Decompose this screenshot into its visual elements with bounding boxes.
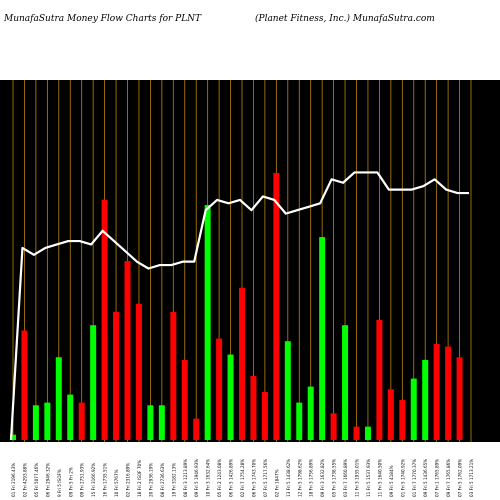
- bar-red: [239, 287, 245, 440]
- bar-red: [135, 303, 142, 440]
- x-tick-label: 16 Fri 1735.51%: [103, 463, 108, 497]
- bar-red: [456, 357, 463, 440]
- bar-green: [67, 394, 74, 440]
- bar-red: [21, 330, 28, 440]
- x-tick-label: 09 Fri 2751.93%: [80, 463, 85, 497]
- x-tick-label: 09 Fri 3 1632.82%: [320, 459, 325, 497]
- bar-red: [445, 346, 452, 440]
- x-tick-label: 09 Fri 5 1436.65%: [423, 459, 428, 497]
- x-tick-label: 12 Fri 5 1798.62%: [297, 459, 302, 497]
- bar-red: [181, 359, 188, 440]
- bar-green: [364, 426, 371, 440]
- bar-red: [216, 338, 223, 440]
- bar-green: [55, 357, 62, 440]
- bar-green: [227, 354, 234, 440]
- bar-red: [433, 343, 440, 440]
- bar-green: [147, 405, 154, 440]
- bar-red: [261, 391, 268, 440]
- bar-green: [296, 402, 303, 440]
- x-tick-label: 07 Fri 5 1762.09%: [458, 459, 463, 497]
- x-tick-label: 02 Fri 2316.89%: [126, 463, 131, 497]
- x-tick-label: 09 Fri 7 1765.86%: [446, 459, 451, 497]
- chart-title: MunafaSutra Money Flow Charts for PLNT: [4, 14, 202, 24]
- bar-green: [410, 378, 417, 440]
- x-tick-label: 18 Fri 2 ISOF 70%: [137, 460, 142, 497]
- x-tick-label: 19 Fri 3182.13%: [171, 463, 176, 497]
- bar-green: [342, 325, 349, 440]
- x-tick-label: 03 Fri 5 1713.21%: [469, 459, 474, 497]
- bar-green: [32, 405, 39, 440]
- x-tick-label: 05 Fri 3 1738.55%: [332, 459, 337, 497]
- x-tick-label: 10 Fri 5767%: [114, 469, 119, 497]
- bar-red: [124, 261, 131, 440]
- bar-red: [399, 399, 406, 440]
- bar-red: [273, 173, 280, 440]
- x-tick-label: 07 Fri 5 1717.56%: [263, 459, 268, 497]
- x-tick-label: 07 Fri 1 1765.89%: [435, 459, 440, 497]
- bar-red: [353, 426, 360, 440]
- x-tick-label: 02 Fri 7 1754.28%: [240, 459, 245, 497]
- x-tick-label: 11 Fri 5 1537.93%: [366, 459, 371, 497]
- bar-red: [330, 413, 337, 440]
- x-tick-label: 10 Fri 3 1632.64%: [206, 459, 211, 497]
- bar-red: [113, 311, 120, 440]
- x-tick-label: 11 Fri 3 1935.01%: [355, 459, 360, 497]
- x-tick-label: 02 Fri 1847%: [274, 469, 279, 497]
- bar-red: [250, 375, 257, 440]
- x-tick-label: 18 Fri 3 1756.89%: [309, 459, 314, 497]
- x-tick-label: 05 Fri 2 1243.08%: [217, 459, 222, 497]
- bar-green: [284, 341, 291, 440]
- bar-green: [307, 386, 314, 440]
- x-tick-label: 08 Fri 3 1213.89%: [183, 459, 188, 497]
- x-tick-label: 06 Fri 5 1743.70%: [251, 459, 256, 497]
- x-tick-label: 11 Fri 5 1640.50%: [377, 459, 382, 497]
- bar-red: [170, 311, 177, 440]
- money-flow-line: [9, 171, 469, 441]
- x-tick-label: 20 Fri 2936.19%: [148, 463, 153, 497]
- x-tick-label: 02 Fri 4293.88%: [22, 463, 27, 497]
- x-tick-label: 01 Fri 7 1770.37%: [412, 459, 417, 497]
- x-tick-label: 03 Fri 7 1660.89%: [343, 459, 348, 497]
- bar-green: [10, 434, 16, 440]
- bar-green: [44, 402, 51, 440]
- x-tick-label: 05 Fri 5077.46%: [34, 463, 39, 497]
- x-tick-label: 09 Fri 5 4184%: [389, 465, 394, 497]
- bar-green: [319, 237, 326, 440]
- bar-red: [101, 199, 108, 440]
- bar-red: [78, 402, 85, 440]
- bar-green: [158, 405, 165, 440]
- x-tick-label: 13 Fri 5 1438.62%: [286, 459, 291, 497]
- bar-red: [193, 418, 200, 440]
- x-tick-label: 06 Fri 2946.32%: [45, 463, 50, 497]
- x-tick-label: 09 Fri 5 1946.93%: [194, 459, 199, 497]
- bar-red: [376, 319, 383, 440]
- chart-subtitle: (Planet Fitness, Inc.) MunafaSutra.com: [255, 14, 435, 24]
- x-tick-label: 01 Fri 2196.43%: [11, 463, 16, 497]
- x-tick-label: 09 Fri 5 Fri 2%: [68, 467, 73, 497]
- bar-green: [422, 359, 429, 440]
- x-tick-label: 06 Fri 5 1426.89%: [229, 459, 234, 497]
- bar-green: [90, 325, 97, 440]
- bar-green: [204, 205, 211, 440]
- x-tick-label: 15 Fri 3166.92%: [91, 463, 96, 497]
- x-tick-label: 08 Fri 2736.63%: [160, 463, 165, 497]
- bar-red: [387, 389, 394, 440]
- x-tick-label: 9 Fri 5 ISOF%: [57, 469, 62, 497]
- x-tick-label: 01 Fri 5 1740.92%: [400, 459, 405, 497]
